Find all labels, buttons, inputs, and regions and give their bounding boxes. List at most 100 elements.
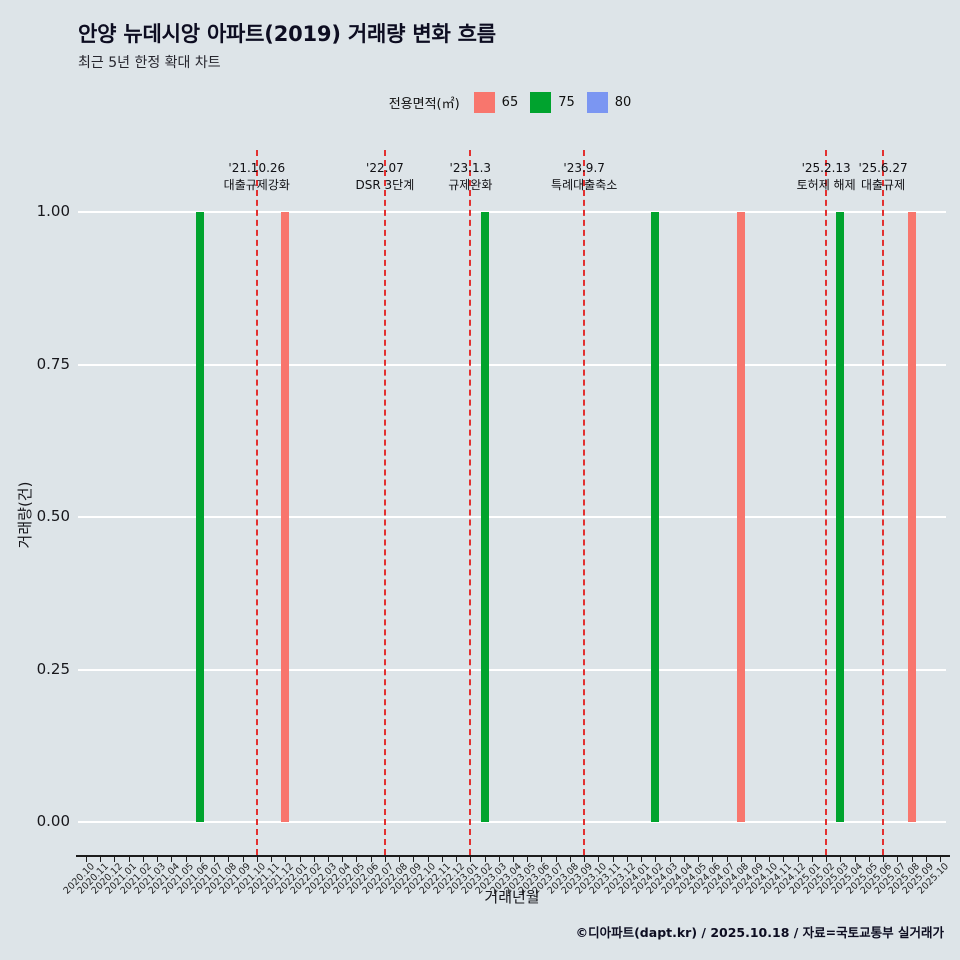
x-tick-mark	[769, 857, 771, 862]
event-name: DSR 3단계	[355, 177, 415, 192]
x-tick-mark	[598, 857, 600, 862]
event-line	[825, 150, 828, 855]
x-tick-mark	[456, 857, 458, 862]
x-tick-mark	[826, 857, 828, 862]
y-tick-label: 0.25	[36, 659, 70, 678]
x-tick-mark	[399, 857, 401, 862]
x-tick-mark	[498, 857, 500, 862]
x-tick-mark	[484, 857, 486, 862]
x-tick-mark	[271, 857, 273, 862]
x-tick-mark	[584, 857, 586, 862]
x-tick-mark	[925, 857, 927, 862]
event-date: '22.07	[366, 161, 404, 175]
x-tick-mark	[641, 857, 643, 862]
x-tick-mark	[797, 857, 799, 862]
bar-area-65-2025.08	[907, 212, 916, 822]
x-tick-mark	[612, 857, 614, 862]
x-tick-mark	[214, 857, 216, 862]
x-tick-mark	[541, 857, 543, 862]
legend-swatch-75	[530, 92, 552, 113]
x-tick-mark	[840, 857, 842, 862]
x-tick-mark	[441, 857, 443, 862]
x-tick-mark	[712, 857, 714, 862]
x-tick-mark	[313, 857, 315, 862]
x-tick-mark	[370, 857, 372, 862]
bar-area-65-2021.12	[281, 212, 290, 822]
y-tick-label: 1.00	[36, 202, 70, 220]
x-tick-mark	[740, 857, 742, 862]
x-tick-mark	[811, 857, 813, 862]
x-tick-mark	[555, 857, 557, 862]
x-tick-mark	[683, 857, 685, 862]
x-tick-mark	[513, 857, 514, 862]
event-label: '22.07 DSR 3단계	[356, 160, 415, 193]
x-tick-mark	[356, 857, 358, 862]
event-label: '23.9.7 특례대출축소	[551, 160, 617, 193]
event-name: 특례대출축소	[551, 177, 618, 192]
y-gridline	[78, 211, 946, 213]
x-tick-mark	[413, 857, 415, 862]
x-tick-mark	[754, 857, 756, 862]
x-tick-mark	[669, 857, 671, 862]
x-tick-mark	[470, 857, 472, 862]
event-line	[383, 150, 386, 855]
page-title: 안양 뉴데시앙 아파트(2019) 거래량 변화 흐름	[78, 22, 496, 46]
x-tick-mark	[655, 857, 657, 862]
legend-label-80: 80	[614, 95, 632, 110]
footer-credit: ©디아파트(dapt.kr) / 2025.10.18 / 자료=국토교통부 실…	[575, 925, 944, 940]
event-date: '23.9.7	[563, 161, 605, 175]
event-line	[469, 150, 472, 855]
x-tick-mark	[199, 857, 201, 862]
event-label: '21.10.26 대출규제강화	[224, 160, 290, 193]
x-tick-mark	[897, 857, 899, 862]
x-tick-mark	[157, 857, 159, 862]
x-tick-mark	[569, 857, 571, 862]
x-tick-mark	[883, 857, 885, 862]
x-tick-mark	[783, 857, 785, 862]
legend-item-80: 80	[586, 92, 632, 113]
x-tick-mark	[142, 857, 144, 862]
y-tick-label: 0.00	[36, 812, 70, 830]
event-date: '25.6.27	[858, 161, 908, 175]
event-line	[255, 150, 258, 855]
event-name: 토허제 해제	[796, 177, 856, 192]
x-axis-title: 거래년월	[484, 888, 540, 906]
legend-item-65: 65	[473, 92, 519, 113]
x-tick-mark	[911, 857, 913, 862]
legend-swatch-65	[473, 92, 495, 113]
x-tick-mark	[299, 857, 301, 862]
bar-area-75-2025.03	[836, 212, 845, 822]
event-date: '23.1.3	[449, 161, 492, 175]
event-line	[583, 150, 586, 855]
event-name: 규제완화	[448, 177, 493, 192]
x-tick-mark	[228, 857, 230, 862]
y-tick-label: 0.50	[36, 507, 70, 525]
x-tick-mark	[114, 857, 116, 862]
x-tick-mark	[242, 857, 244, 862]
event-label: '23.1.3 규제완화	[448, 160, 492, 193]
x-tick-mark	[327, 857, 329, 862]
x-tick-mark	[698, 857, 700, 862]
y-gridline	[78, 363, 946, 366]
y-axis-title: 거래량(건)	[16, 481, 34, 549]
legend-label-65: 65	[501, 95, 519, 110]
x-tick-mark	[128, 857, 130, 862]
x-tick-mark	[726, 857, 728, 862]
x-tick-mark	[342, 857, 344, 862]
x-tick-mark	[285, 857, 287, 862]
legend-swatch-80	[586, 92, 608, 113]
bar-area-75-2021.06	[195, 212, 204, 822]
event-name: 대출규제강화	[223, 177, 290, 192]
x-tick-mark	[527, 857, 529, 862]
x-tick-mark	[626, 857, 628, 862]
x-axis-line	[76, 855, 950, 857]
x-tick-mark	[256, 857, 258, 862]
legend: 전용면적(㎡) 65 75 80	[0, 92, 960, 113]
x-tick-mark	[185, 857, 187, 862]
legend-title: 전용면적(㎡)	[388, 97, 460, 112]
y-tick-label: 0.75	[36, 354, 70, 373]
y-gridline	[78, 668, 946, 671]
bar-area-75-2024.02	[651, 212, 660, 822]
